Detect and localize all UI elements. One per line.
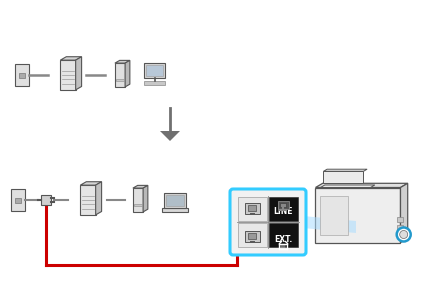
Polygon shape [96, 182, 102, 215]
Polygon shape [160, 131, 180, 141]
Polygon shape [143, 185, 148, 212]
FancyBboxPatch shape [41, 195, 51, 205]
Circle shape [397, 227, 411, 242]
FancyBboxPatch shape [162, 208, 188, 212]
Polygon shape [60, 60, 76, 90]
Polygon shape [323, 169, 367, 171]
FancyBboxPatch shape [147, 64, 164, 76]
FancyBboxPatch shape [238, 223, 267, 247]
FancyBboxPatch shape [166, 195, 184, 206]
FancyBboxPatch shape [249, 205, 257, 211]
Polygon shape [76, 57, 82, 90]
Polygon shape [60, 57, 82, 60]
FancyBboxPatch shape [116, 79, 124, 81]
FancyBboxPatch shape [320, 196, 348, 235]
FancyBboxPatch shape [144, 62, 165, 77]
FancyBboxPatch shape [19, 73, 25, 77]
Text: EXT.: EXT. [275, 235, 293, 244]
FancyBboxPatch shape [245, 230, 260, 242]
FancyBboxPatch shape [278, 200, 289, 208]
Text: LINE: LINE [274, 206, 293, 215]
Polygon shape [315, 183, 408, 188]
Polygon shape [115, 60, 130, 63]
Polygon shape [315, 188, 400, 242]
FancyBboxPatch shape [269, 197, 298, 221]
FancyBboxPatch shape [164, 193, 186, 208]
FancyBboxPatch shape [230, 189, 306, 255]
FancyBboxPatch shape [397, 217, 403, 221]
Circle shape [400, 230, 408, 238]
Polygon shape [125, 60, 130, 87]
FancyBboxPatch shape [144, 81, 165, 85]
FancyBboxPatch shape [269, 223, 298, 247]
FancyBboxPatch shape [11, 189, 25, 211]
Polygon shape [323, 171, 363, 183]
FancyBboxPatch shape [245, 202, 260, 214]
FancyBboxPatch shape [134, 204, 142, 206]
FancyBboxPatch shape [397, 232, 403, 238]
Polygon shape [80, 182, 102, 185]
FancyBboxPatch shape [280, 203, 286, 207]
Polygon shape [115, 63, 125, 87]
Polygon shape [133, 185, 148, 188]
Polygon shape [400, 183, 408, 242]
FancyBboxPatch shape [397, 224, 403, 230]
FancyBboxPatch shape [249, 233, 257, 239]
Polygon shape [80, 185, 96, 215]
FancyBboxPatch shape [238, 197, 267, 221]
FancyBboxPatch shape [15, 64, 29, 86]
FancyBboxPatch shape [15, 197, 21, 202]
Polygon shape [320, 185, 375, 188]
Polygon shape [303, 216, 356, 233]
Polygon shape [133, 188, 143, 212]
